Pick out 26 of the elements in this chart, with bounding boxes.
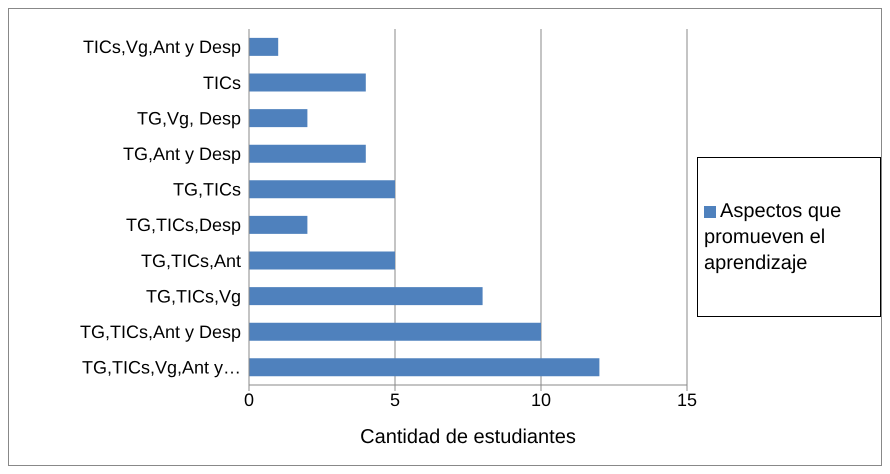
bar [249, 38, 278, 56]
bar [249, 180, 395, 198]
y-tick-label: TG,TICs,Ant [140, 250, 241, 271]
x-axis-title: Cantidad de estudiantes [360, 426, 576, 448]
bar [249, 322, 541, 341]
bar [249, 109, 308, 128]
x-tick-label: 5 [390, 390, 400, 410]
x-tick-label: 0 [244, 390, 254, 410]
y-tick-label: TICs [203, 72, 241, 93]
y-tick-label: TG,TICs,Vg [146, 286, 241, 306]
legend-label: Aspectos que promueven el aprendizaje [704, 200, 842, 274]
bar [249, 144, 366, 163]
bar [249, 74, 366, 92]
y-tick-label: TICs,Vg,Ant y Desp [82, 37, 241, 58]
bar [249, 216, 308, 234]
y-tick-label: TG,TICs,Ant y Desp [80, 322, 241, 342]
y-tick-label: TG,Vg, Desp [136, 108, 241, 128]
bar [249, 252, 395, 270]
y-tick-label: TG,Ant y Desp [122, 144, 241, 164]
y-tick-label: TG,TICs [173, 180, 241, 200]
y-tick-label: TG,TICs,Desp [126, 215, 241, 236]
x-tick-label: 15 [676, 390, 698, 410]
bar [249, 358, 600, 376]
x-tick-label: 10 [530, 390, 552, 410]
y-tick-label: TG,TICs,Vg,Ant y… [82, 358, 241, 378]
bar [249, 287, 483, 306]
